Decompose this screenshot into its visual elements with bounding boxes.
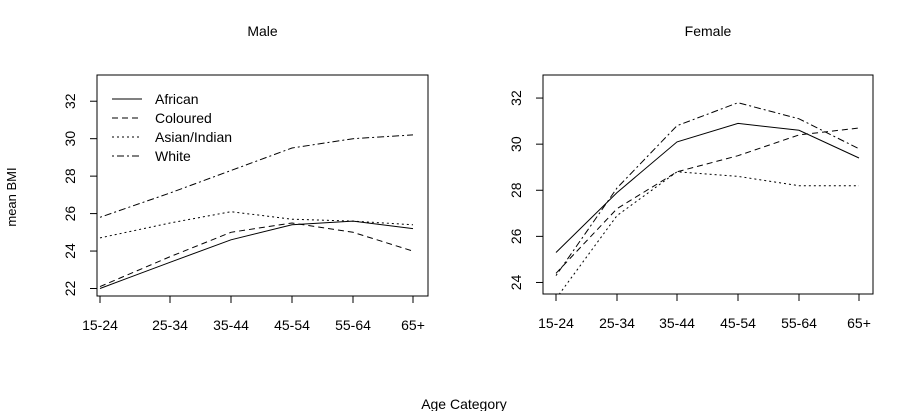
male-y-tick-label: 28 [62,168,78,184]
female-x-tick-label: 35-44 [659,315,695,331]
male-x-tick-label: 65+ [401,317,425,333]
male-x-tick-label: 25-34 [152,317,188,333]
male-panel: Male 22 24 26 28 30 32 15-24 25-34 35-44 45-54 55-6… [62,23,429,333]
female-y-tick-label: 26 [508,228,524,244]
female-x-tick-label: 15-24 [538,315,574,331]
female-series-group [555,102,860,294]
male-plot-frame [96,74,429,297]
male-series-african [99,220,414,289]
male-x-tick-label: 35-44 [213,317,249,333]
legend-label: Asian/Indian [155,129,232,145]
male-y-tick-label: 24 [62,243,78,259]
female-y-tick-label: 32 [508,90,524,106]
legend-label: White [155,148,191,164]
male-series-group [99,134,414,289]
female-plot-frame [542,74,874,295]
male-x-tick-label: 55-64 [335,317,371,333]
male-y-tick-label: 32 [62,93,78,109]
female-y-tick-label: 30 [508,136,524,152]
male-x-tick-label: 45-54 [274,317,310,333]
legend-label: African [155,91,199,107]
female-series-african [555,122,860,253]
male-x-tick-label: 15-24 [82,317,118,333]
male-series-coloured [99,222,414,288]
figure-y-axis-label: mean BMI [4,167,19,226]
male-series-white [99,134,414,218]
male-y-tick-label: 22 [62,281,78,297]
male-y-tick-label: 26 [62,206,78,222]
female-series-coloured [555,127,860,274]
female-title: Female [685,23,732,39]
female-y-tick-label: 24 [508,274,524,290]
female-x-tick-label: 45-54 [720,315,756,331]
male-title: Male [247,23,278,39]
legend-label: Coloured [155,110,212,126]
female-x-tick-label: 55-64 [781,315,817,331]
male-y-tick-label: 30 [62,131,78,147]
female-series-asian-indian [558,171,859,294]
male-series-asian-indian [99,211,414,239]
figure-x-axis-label: Age Category [421,396,507,411]
male-legend: African Coloured Asian/Indian White [112,91,232,164]
female-panel: Female 24 26 28 30 32 15-24 25-34 35-44 45-54 55-6… [508,23,874,331]
female-y-tick-label: 28 [508,182,524,198]
female-x-tick-label: 25-34 [599,315,635,331]
female-x-tick-label: 65+ [847,315,871,331]
female-series-white [555,102,860,276]
